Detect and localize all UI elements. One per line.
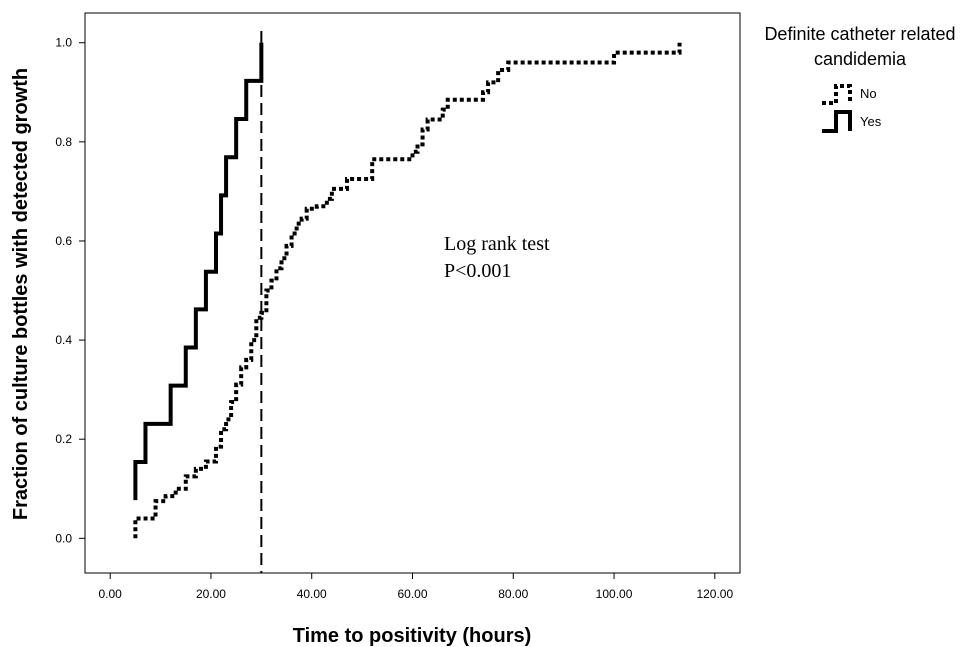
y-tick-label: 0.2 bbox=[55, 432, 72, 446]
y-axis-title: Fraction of culture bottles with detecte… bbox=[10, 68, 32, 520]
legend-title-line-1: Definite catheter related bbox=[764, 24, 955, 44]
x-tick-label: 120.00 bbox=[696, 587, 733, 601]
x-tick-label: 60.00 bbox=[397, 587, 427, 601]
x-axis-title: Time to positivity (hours) bbox=[293, 625, 532, 647]
y-tick-label: 0.4 bbox=[55, 333, 72, 347]
x-tick-label: 0.00 bbox=[99, 587, 123, 601]
y-tick-label: 0.6 bbox=[55, 234, 72, 248]
legend-label-no: No bbox=[860, 86, 877, 101]
legend-swatch-yes bbox=[822, 110, 852, 133]
x-tick-label: 40.00 bbox=[297, 587, 327, 601]
x-tick-label: 20.00 bbox=[196, 587, 226, 601]
series-line-no bbox=[133, 42, 682, 539]
y-tick-label: 1.0 bbox=[55, 36, 72, 50]
x-tick-label: 80.00 bbox=[498, 587, 528, 601]
legend: Definite catheter related candidemia No … bbox=[764, 24, 956, 133]
legend-title-line-2: candidemia bbox=[814, 49, 907, 69]
x-axis: 0.00 20.00 40.00 60.00 80.00 100.00 120.00 bbox=[99, 573, 733, 601]
annotation-log-rank: Log rank test bbox=[444, 233, 550, 255]
series-layer bbox=[133, 42, 682, 539]
legend-swatch-no bbox=[822, 84, 852, 105]
legend-label-yes: Yes bbox=[860, 114, 882, 129]
y-axis: 0.0 0.2 0.4 0.6 0.8 1.0 bbox=[55, 36, 85, 545]
y-tick-label: 0.0 bbox=[55, 531, 72, 545]
y-tick-label: 0.8 bbox=[55, 135, 72, 149]
annotation-p-value: P<0.001 bbox=[444, 260, 511, 282]
plot-frame bbox=[84, 12, 741, 574]
series-line-yes bbox=[133, 42, 264, 501]
x-tick-label: 100.00 bbox=[596, 587, 633, 601]
